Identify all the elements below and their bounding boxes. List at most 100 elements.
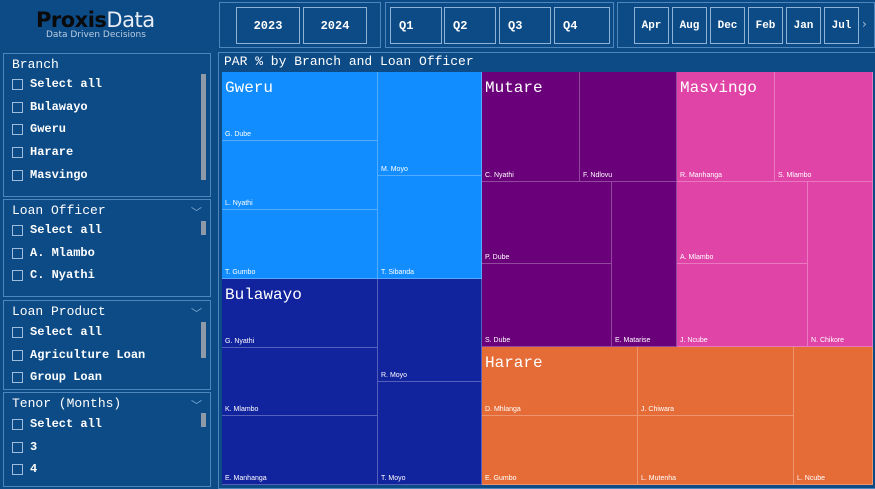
checkbox[interactable] [12,78,23,90]
loan-officer-item-a-mlambo[interactable]: A. Mlambo [12,246,95,260]
treemap-tile-bulawayo[interactable]: T. Moyo [378,382,482,485]
treemap-tile-gweru[interactable]: L. Nyathi [222,141,378,210]
chevron-down-icon[interactable]: ﹀ [191,401,202,413]
treemap-tile-harare[interactable]: L. Mutenha [638,416,794,485]
treemap-officer-label: C. Nyathi [485,172,514,179]
checkbox[interactable] [12,463,23,475]
treemap-tile-harare[interactable]: D. Mhlanga [482,347,638,416]
treemap-tile-masvingo[interactable]: N. Chikore [808,182,873,347]
treemap-tile-harare[interactable]: E. Gumbo [482,416,638,485]
treemap-tile-masvingo[interactable]: S. Mlambo [775,72,873,182]
month-tile-dec[interactable]: Dec [710,7,745,44]
treemap-tile-mutare[interactable]: S. Dube [482,264,612,347]
chevron-down-icon[interactable]: ﹀ [191,208,202,220]
item-label: Agriculture Loan [30,348,146,362]
scrollbar[interactable] [201,221,206,235]
checkbox[interactable] [12,371,23,383]
scrollbar[interactable] [201,74,206,180]
loan-product-item-select-all[interactable]: Select all [12,325,102,339]
checkbox[interactable] [12,349,23,361]
scrollbar[interactable] [201,413,206,427]
treemap-tile-mutare[interactable]: F. Ndlovu [580,72,677,182]
branch-slicer: Branch Select all Bulawayo Gweru Harare … [3,53,211,197]
loan-product-item-agriculture-loan[interactable]: Agriculture Loan [12,348,145,362]
treemap-tile-masvingo[interactable]: R. Manhanga [677,72,775,182]
checkbox[interactable] [12,418,23,430]
treemap-branch-label: Mutare [485,79,543,97]
month-tile-feb[interactable]: Feb [748,7,783,44]
treemap-officer-label: R. Moyo [381,372,408,379]
treemap-tile-harare[interactable]: J. Chiwara [638,347,794,416]
logo-brand-part1: Proxis [36,8,107,32]
treemap-tile-mutare[interactable]: E. Matarise [612,182,677,347]
branch-item-bulawayo[interactable]: Bulawayo [12,100,88,114]
treemap-officer-label: P. Dube [485,254,510,261]
treemap-tile-bulawayo[interactable]: R. Moyo [378,279,482,382]
year-tile-2023[interactable]: 2023 [236,7,300,44]
loan-officer-item-select-all[interactable]: Select all [12,223,102,237]
chevron-down-icon[interactable]: ﹀ [191,309,202,321]
treemap-tile-gweru[interactable]: G. Dube [222,72,378,141]
month-tile-jan[interactable]: Jan [786,7,821,44]
treemap-tile-bulawayo[interactable]: E. Manhanga [222,416,378,485]
branch-item-select-all[interactable]: Select all [12,77,102,91]
quarter-tile-q4[interactable]: Q4 [554,7,610,44]
branch-item-gweru[interactable]: Gweru [12,122,66,136]
loan-product-slicer: Loan Product ﹀ Select all Agriculture Lo… [3,300,211,390]
treemap-officer-label: L. Mutenha [641,475,677,482]
checkbox[interactable] [12,326,23,338]
checkbox[interactable] [12,146,23,158]
checkbox[interactable] [12,123,23,135]
treemap-officer-label: J. Ncube [680,337,708,344]
item-label: A. Mlambo [30,246,95,260]
checkbox[interactable] [12,101,23,113]
logo-brand-part2: Data [106,8,155,32]
loan-officer-item-c-nyathi[interactable]: C. Nyathi [12,268,95,282]
treemap-tile-bulawayo[interactable]: K. Mlambo [222,348,378,416]
branch-item-harare[interactable]: Harare [12,145,73,159]
treemap-tile-mutare[interactable]: P. Dube [482,182,612,264]
chevron-right-icon[interactable]: › [862,17,867,31]
tenor-item-3[interactable]: 3 [12,440,37,454]
treemap-officer-label: N. Chikore [811,337,845,344]
treemap-officer-label: G. Nyathi [225,338,255,345]
scrollbar[interactable] [201,322,206,358]
treemap-tile-gweru[interactable]: T. Gumbo [222,210,378,279]
item-label: Group Loan [30,370,103,384]
treemap-branch-label: Gweru [225,79,274,97]
treemap-tile-gweru[interactable]: T. Sibanda [378,176,482,279]
treemap-tile-masvingo[interactable]: A. Mlambo [677,182,808,264]
treemap-officer-label: F. Ndlovu [583,172,613,179]
checkbox[interactable] [12,269,23,281]
checkbox[interactable] [12,224,23,236]
checkbox[interactable] [12,441,23,453]
tenor-item-4[interactable]: 4 [12,462,37,476]
quarter-tile-q1[interactable]: Q1 [390,7,442,44]
treemap-officer-label: T. Sibanda [381,269,415,276]
month-tile-jul[interactable]: Jul [824,7,859,44]
treemap-branch-label: Harare [485,354,543,372]
checkbox[interactable] [12,247,23,259]
treemap-tile-harare[interactable]: L. Ncube [794,347,873,485]
item-label: Select all [30,223,103,237]
tenor-slicer: Tenor (Months) ﹀ Select all 3 4 [3,392,211,487]
treemap-tile-mutare[interactable]: C. Nyathi [482,72,580,182]
item-label: 3 [30,440,38,454]
treemap-officer-label: G. Dube [225,131,252,138]
year-tile-2024[interactable]: 2024 [303,7,367,44]
item-label: C. Nyathi [30,268,95,282]
loan-product-item-group-loan[interactable]: Group Loan [12,370,102,384]
treemap-tile-masvingo[interactable]: J. Ncube [677,264,808,347]
tenor-item-select-all[interactable]: Select all [12,417,102,431]
checkbox[interactable] [12,169,23,181]
month-tile-aug[interactable]: Aug [672,7,707,44]
logo: ProxisData Data Driven Decisions [36,8,155,40]
treemap-officer-label: A. Mlambo [680,254,714,261]
quarter-tile-q2[interactable]: Q2 [444,7,496,44]
treemap-tile-gweru[interactable]: M. Moyo [378,72,482,176]
loan-officer-slicer: Loan Officer ﹀ Select all A. Mlambo C. N… [3,199,211,297]
quarter-tile-q3[interactable]: Q3 [499,7,551,44]
month-tile-apr[interactable]: Apr [634,7,669,44]
treemap-tile-bulawayo[interactable]: G. Nyathi [222,279,378,348]
branch-item-masvingo[interactable]: Masvingo [12,168,88,182]
